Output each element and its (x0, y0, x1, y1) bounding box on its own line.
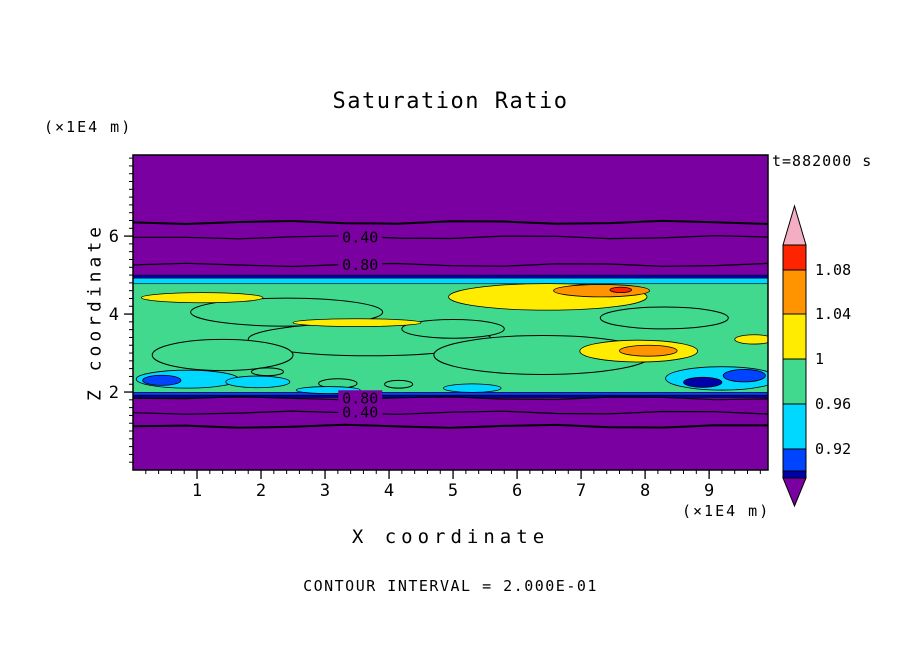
value-blob-yellow (292, 318, 422, 327)
colorbar-label: 1.08 (815, 261, 851, 279)
contour-label: 0.40 (342, 228, 378, 246)
contour-label: 0.80 (342, 389, 378, 407)
colorbar-segment-yellow (782, 313, 807, 360)
z-tick-label: 2 (109, 383, 119, 403)
colorbar-segment-cyan (782, 403, 807, 450)
chart-title: Saturation Ratio (332, 89, 569, 114)
value-blob-cyan (225, 375, 291, 389)
contour-line (133, 235, 768, 240)
x-tick-label: 5 (448, 481, 458, 501)
contour-label: 0.40 (342, 404, 378, 422)
transition-stripe (133, 392, 768, 396)
z-axis-label: Z coordinate (84, 222, 106, 402)
unit-contour-region (599, 306, 729, 330)
contour-label-halo (338, 390, 383, 407)
value-blob-yellow (734, 334, 768, 345)
contour-interval-label: CONTOUR INTERVAL = 2.000E-01 (303, 577, 598, 595)
z-unit-label: (×1E4 m) (44, 118, 133, 136)
x-tick-label: 7 (576, 481, 586, 501)
colorbar-bottom-point (782, 477, 807, 508)
contour-line (133, 262, 768, 268)
x-tick-label: 9 (704, 481, 714, 501)
x-tick-label: 4 (384, 481, 394, 501)
transition-stripe (133, 277, 768, 284)
contour-line (133, 219, 768, 226)
unit-contour-region (151, 338, 294, 372)
colorbar-segment-orange (782, 269, 807, 315)
colorbar-label: 0.96 (815, 395, 851, 413)
contour-line (133, 410, 768, 415)
value-blob-blue (722, 369, 766, 383)
colorbar-label: 1.04 (815, 305, 851, 323)
x-tick-label: 1 (192, 481, 202, 501)
x-axis-label: X coordinate (351, 526, 550, 548)
x-tick-label: 3 (320, 481, 330, 501)
x-tick-label: 2 (256, 481, 266, 501)
contour-line (133, 423, 768, 429)
value-blob-red (609, 286, 633, 294)
contour-label-halo (338, 256, 383, 273)
z-tick-label: 4 (109, 305, 119, 325)
time-label: t=882000 s (772, 152, 873, 170)
transition-stripe (133, 274, 768, 279)
contour-label: 0.80 (342, 256, 378, 274)
x-unit-label: (×1E4 m) (682, 502, 771, 520)
value-blob-orange (619, 344, 678, 357)
contour-line (133, 396, 768, 401)
colorbar-segment-blue (782, 448, 807, 472)
unit-contour-region (384, 379, 414, 389)
colorbar-segment-green (782, 358, 807, 405)
colorbar-segment-red (782, 244, 807, 271)
value-blob-cyan (443, 383, 502, 393)
value-blob-blue (142, 374, 182, 386)
contour-label-halo (338, 404, 383, 421)
unit-contour-region (401, 319, 505, 339)
unit-contour-region (250, 367, 284, 377)
colorbar-label: 1 (815, 350, 824, 368)
x-tick-label: 6 (512, 481, 522, 501)
colorbar-label: 0.92 (815, 440, 851, 458)
colorbar-top-point (782, 204, 807, 246)
plot-field: 0.400.800.800.40 (133, 155, 768, 470)
value-blob-navy (683, 376, 723, 388)
value-blob-orange (553, 284, 650, 298)
value-blob-yellow (140, 292, 264, 304)
contour-label-halo (338, 229, 383, 246)
z-tick-label: 6 (109, 227, 119, 247)
x-tick-label: 8 (640, 481, 650, 501)
colorbar-segment-navy (782, 470, 807, 479)
plot-frame (132, 154, 769, 471)
